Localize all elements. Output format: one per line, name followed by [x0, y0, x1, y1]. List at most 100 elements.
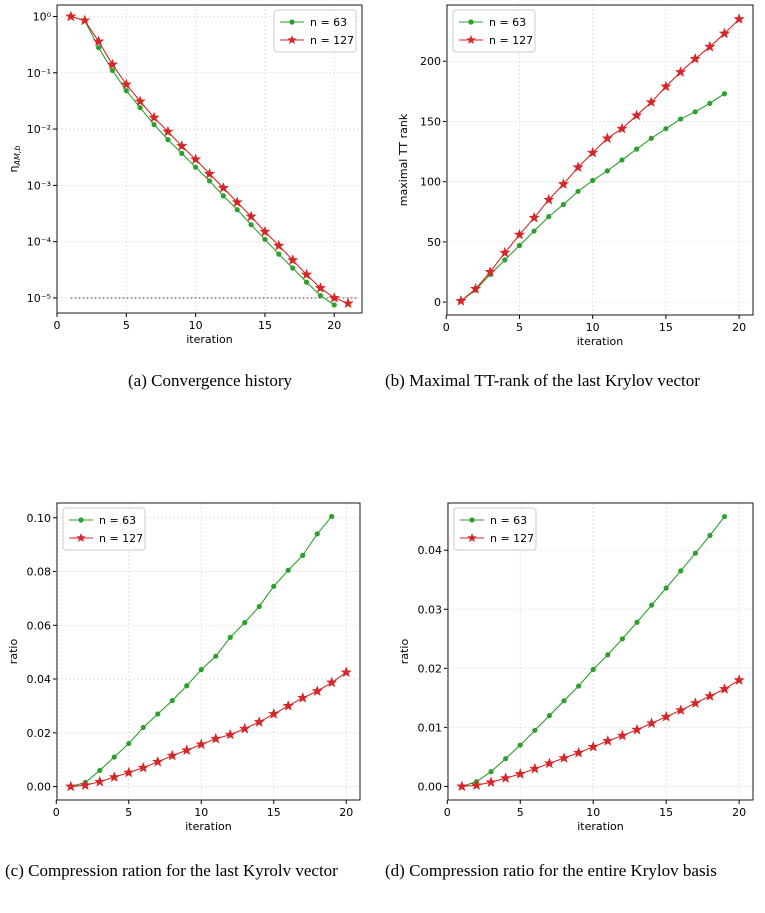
y-tick-label: 10⁰	[33, 10, 52, 23]
marker	[721, 91, 728, 97]
marker	[456, 780, 468, 792]
marker	[340, 666, 352, 678]
x-tick-label: 15	[659, 321, 673, 334]
marker	[166, 749, 178, 761]
marker	[303, 279, 310, 285]
y-tick-label: 150	[420, 115, 441, 128]
marker	[152, 755, 164, 767]
x-axis-label: iteration	[577, 820, 623, 833]
marker	[259, 225, 271, 237]
marker	[148, 111, 160, 123]
legend-label: n = 63	[490, 514, 527, 527]
legend-label: n = 127	[489, 34, 533, 47]
legend-marker	[287, 35, 297, 45]
marker	[503, 756, 509, 762]
marker	[162, 125, 174, 137]
marker	[179, 150, 185, 156]
marker	[692, 109, 698, 115]
x-tick-label: 5	[517, 806, 524, 819]
x-tick-label: 5	[123, 319, 130, 332]
marker	[733, 13, 745, 24]
marker	[95, 45, 102, 51]
marker	[528, 211, 540, 223]
x-tick-label: 0	[54, 319, 61, 332]
marker	[109, 67, 116, 74]
y-tick-label: 0.06	[27, 619, 52, 632]
marker	[587, 146, 599, 158]
y-axis-label-main: ratio	[7, 639, 20, 665]
marker	[576, 683, 582, 689]
caption: (a) Convergence history	[128, 371, 292, 390]
x-tick-label: 5	[516, 321, 523, 334]
x-tick-label: 5	[125, 806, 132, 819]
marker	[94, 775, 106, 787]
marker	[140, 724, 146, 731]
y-tick-label: 0	[434, 296, 441, 309]
marker	[184, 683, 190, 689]
marker	[546, 712, 553, 719]
marker	[290, 265, 296, 271]
x-tick-label: 0	[444, 806, 451, 819]
marker	[268, 708, 280, 719]
marker	[239, 722, 251, 734]
marker	[675, 704, 687, 715]
marker	[502, 257, 508, 263]
legend-box	[273, 9, 357, 53]
y-axis-label: ratio	[7, 639, 20, 665]
marker	[529, 762, 541, 774]
marker	[342, 297, 354, 309]
marker	[704, 40, 716, 52]
x-tick-label: 10	[586, 806, 600, 819]
y-axis-label: ηAM,b	[7, 146, 22, 173]
x-tick-label: 20	[339, 806, 353, 819]
marker	[616, 729, 628, 741]
y-axis-label: maximal TT rank	[397, 113, 410, 206]
marker	[692, 550, 698, 556]
marker	[531, 228, 537, 234]
marker	[231, 196, 243, 208]
marker	[648, 135, 654, 141]
marker	[193, 164, 199, 170]
marker	[285, 567, 291, 573]
marker	[485, 776, 497, 788]
marker	[648, 602, 655, 608]
legend-box	[453, 507, 537, 551]
y-tick-label: 0.04	[27, 673, 52, 686]
marker	[120, 78, 132, 90]
marker	[516, 242, 523, 249]
marker	[660, 80, 672, 92]
caption: (b) Maximal TT-rank of the last Krylov v…	[385, 371, 700, 390]
marker	[605, 652, 611, 658]
marker	[575, 188, 581, 194]
x-tick-label: 15	[659, 806, 673, 819]
marker	[65, 10, 77, 22]
marker	[619, 636, 625, 642]
legend-marker	[78, 517, 84, 523]
series-line	[70, 671, 347, 788]
marker	[123, 766, 135, 778]
marker	[123, 88, 129, 94]
marker	[707, 532, 713, 539]
marker	[198, 667, 204, 673]
series-line	[461, 679, 740, 787]
y-tick-label: 0.00	[27, 781, 52, 794]
y-tick-label: 10⁻⁵	[27, 292, 51, 305]
marker	[311, 685, 323, 696]
marker	[134, 95, 146, 107]
marker	[488, 769, 494, 775]
marker	[276, 251, 282, 257]
y-tick-label: 10⁻⁴	[27, 236, 52, 249]
marker	[572, 161, 584, 172]
x-tick-label: 0	[53, 806, 60, 819]
marker	[314, 531, 320, 537]
marker	[573, 746, 585, 758]
y-tick-label: 0.00	[418, 780, 443, 793]
marker	[169, 697, 175, 704]
legend-label: n = 63	[310, 16, 347, 29]
marker	[619, 157, 625, 163]
marker	[210, 732, 222, 744]
y-tick-label: 0.04	[418, 544, 443, 557]
marker	[220, 193, 226, 199]
axes-frame	[447, 502, 754, 801]
legend-label: n = 63	[489, 16, 526, 29]
